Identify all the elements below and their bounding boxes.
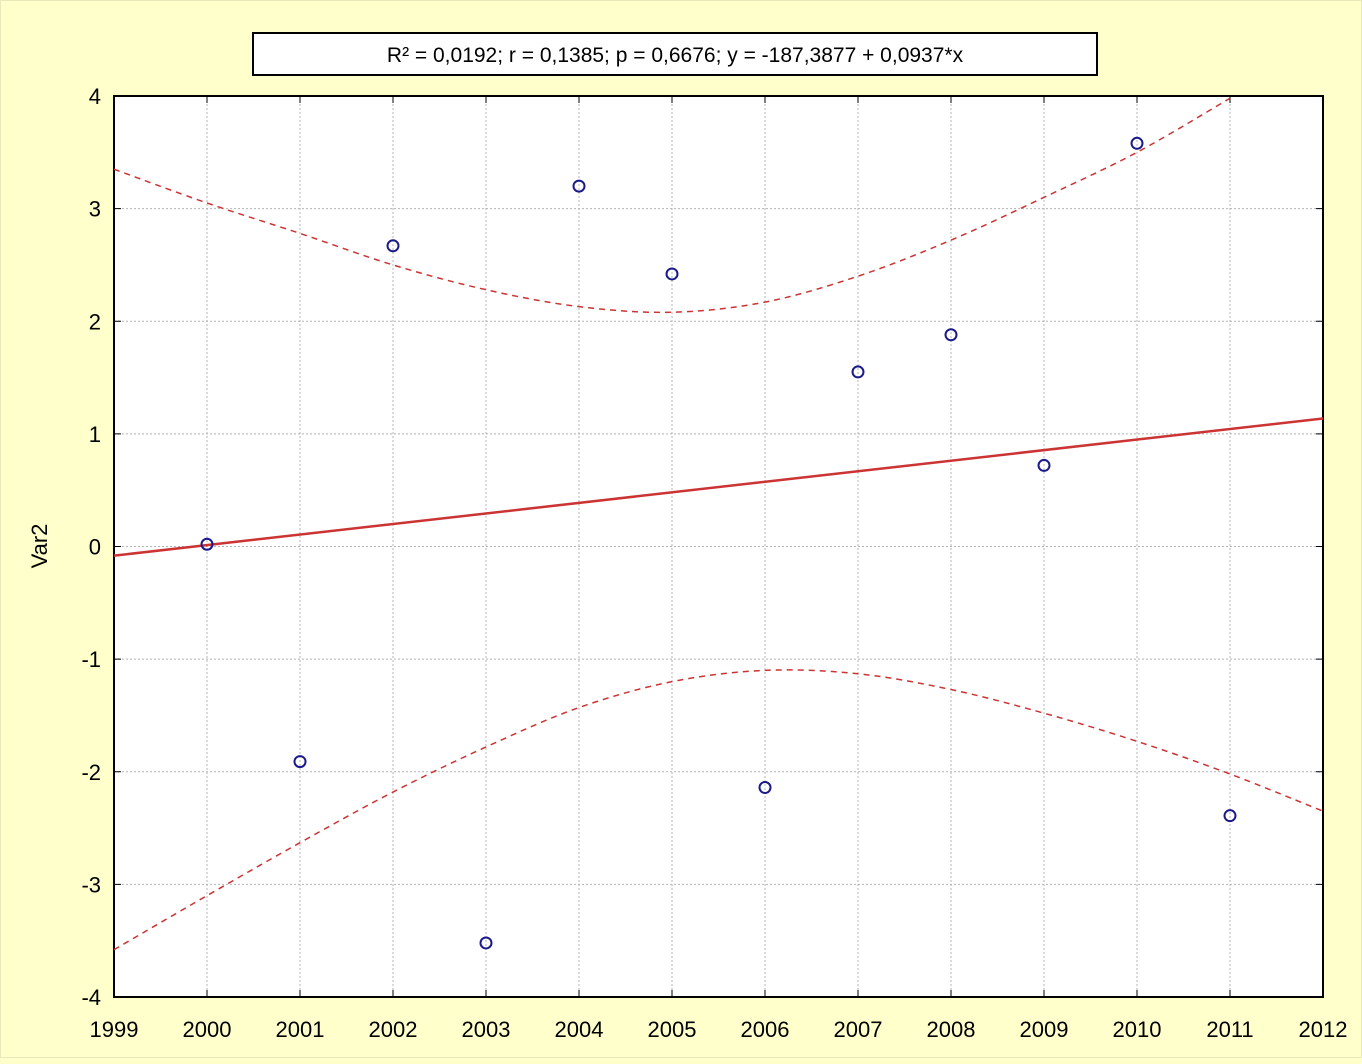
y-tick-label: -2 [81, 760, 101, 785]
data-point [851, 365, 865, 379]
y-tick-label: -4 [81, 985, 101, 1010]
y-axis-label: Var2 [27, 524, 52, 569]
y-tick-label: 1 [89, 422, 101, 447]
y-tick-label: 3 [89, 197, 101, 222]
data-point [1037, 458, 1051, 472]
regression-line-group [113, 417, 1324, 557]
confidence-upper-line [113, 97, 1231, 314]
axis-ticks [113, 95, 1324, 998]
y-tick-label: 2 [89, 309, 101, 334]
data-point [572, 179, 586, 193]
chart-title-box [252, 32, 1098, 76]
x-tick-label: 2007 [834, 1017, 883, 1042]
x-tick-label: 2002 [369, 1017, 418, 1042]
y-tick-labels: -4 -3 -2 -1 0 1 2 3 4 [81, 84, 101, 1010]
data-point [200, 537, 214, 551]
data-point [1130, 136, 1144, 150]
grid-lines [114, 96, 1323, 997]
data-point [293, 755, 307, 769]
x-tick-label: 2012 [1299, 1017, 1348, 1042]
x-tick-label: 2008 [927, 1017, 976, 1042]
confidence-lower-line [113, 669, 1324, 951]
x-tick-label: 2000 [183, 1017, 232, 1042]
x-tick-label: 2001 [276, 1017, 325, 1042]
y-tick-label: -1 [81, 647, 101, 672]
x-tick-label: 2005 [648, 1017, 697, 1042]
x-tick-label: 1999 [90, 1017, 139, 1042]
x-tick-label: 2011 [1206, 1017, 1253, 1042]
data-point [944, 328, 958, 342]
regression-line [113, 417, 1324, 557]
y-tick-label: 0 [89, 535, 101, 560]
y-tick-label: -3 [81, 872, 101, 897]
x-tick-labels: 1999 2000 2001 2002 2003 2004 2005 2006 2007 2008… [90, 1017, 1348, 1042]
x-tick-label: 2003 [462, 1017, 511, 1042]
x-tick-label: 2004 [555, 1017, 604, 1042]
plot-border [113, 95, 1324, 998]
x-tick-label: 2010 [1113, 1017, 1162, 1042]
x-tick-label: 2009 [1020, 1017, 1069, 1042]
y-tick-label: 4 [89, 84, 101, 109]
data-point [758, 781, 772, 795]
data-point [386, 239, 400, 253]
x-tick-label: 2006 [741, 1017, 790, 1042]
data-point [1223, 809, 1237, 823]
confidence-bands [113, 97, 1324, 951]
data-points [200, 136, 1237, 950]
data-point [665, 267, 679, 281]
data-point [479, 936, 493, 950]
chart-title: R² = 0,0192; r = 0,1385; p = 0,6676; y =… [387, 44, 964, 67]
